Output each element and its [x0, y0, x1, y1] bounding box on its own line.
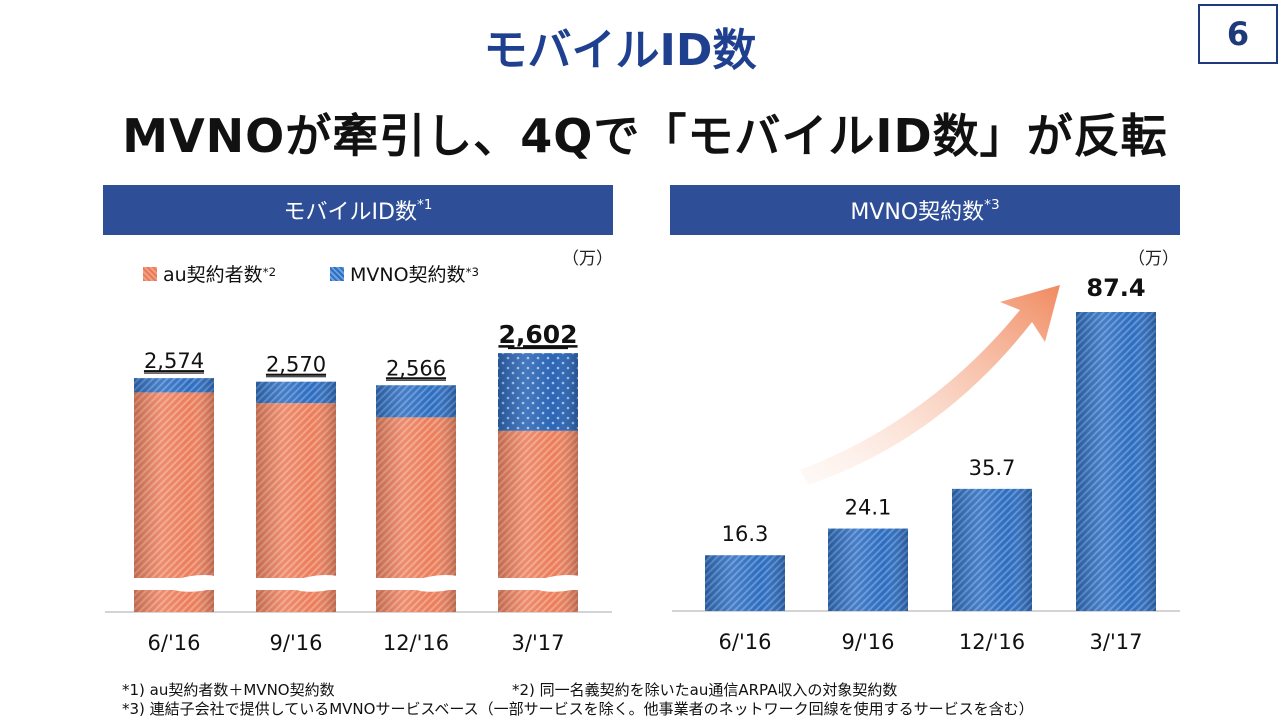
left-panel-heading-text: モバイルID数: [283, 200, 417, 225]
footnote-1: *1) au契約者数＋MVNO契約数: [122, 681, 335, 699]
left-panel-heading: モバイルID数 *1: [103, 185, 613, 235]
mvno-count-bar-shade-1216: [952, 488, 1032, 611]
legend-au-swatch: [143, 266, 157, 281]
mvno-bar-shade-317: [498, 353, 578, 431]
au-bar-stub-shade-317: [498, 590, 578, 612]
axis-break-317: [496, 575, 580, 592]
mvno-value-label-317: 87.4: [1086, 274, 1145, 302]
left-category-1216: 12/'16: [383, 631, 449, 655]
right-panel-heading-text: MVNO契約数: [850, 200, 985, 225]
au-bar-shade-317: [498, 430, 578, 578]
mvno-value-label-616: 16.3: [722, 522, 769, 546]
page-number: 6: [1198, 4, 1278, 64]
legend-mvno-label: MVNO契約数*3: [350, 264, 479, 286]
footnote-3: *3) 連結子会社で提供しているMVNOサービスベース（一部サービスを除く。他事…: [122, 700, 1034, 718]
footnote-2: *2) 同一名義契約を除いたau通信ARPA収入の対象契約数: [512, 681, 898, 699]
right-unit-label: （万）: [1128, 249, 1179, 269]
mvno-bar-shade-916: [256, 381, 336, 404]
legend-mvno: MVNO契約数*3: [330, 260, 479, 287]
total-label-616: 2,574: [144, 349, 204, 373]
left-category-916: 9/'16: [270, 631, 323, 655]
legend-au-label: au契約者数*2: [163, 264, 277, 286]
legend-au: au契約者数*2: [143, 260, 276, 287]
axis-break-1216: [374, 575, 458, 592]
au-bar-stub-shade-1216: [376, 590, 456, 612]
axis-break-916: [254, 575, 338, 592]
right-category-916: 9/'16: [842, 630, 895, 654]
right-panel-heading-note: *3: [984, 196, 1000, 213]
right-category-1216: 12/'16: [959, 630, 1025, 654]
mvno-bar-shade-1216: [376, 385, 456, 418]
au-bar-stub-shade-616: [134, 590, 214, 612]
total-label-916: 2,570: [266, 353, 326, 377]
axis-break-616: [132, 575, 216, 592]
mvno-count-bar-shade-317: [1076, 312, 1156, 611]
mvno-bar-shade-616: [134, 378, 214, 393]
au-bar-shade-616: [134, 392, 214, 578]
slide-headline: MVNOが牽引し、4Qで「モバイルID数」が反転: [122, 109, 1168, 163]
total-label-1216: 2,566: [386, 356, 446, 380]
au-bar-stub-shade-916: [256, 590, 336, 612]
left-category-616: 6/'16: [148, 631, 201, 655]
au-bar-shade-1216: [376, 417, 456, 578]
mvno-value-label-916: 24.1: [845, 496, 892, 520]
legend-mvno-swatch: [330, 266, 344, 281]
right-panel-heading: MVNO契約数 *3: [670, 185, 1180, 235]
right-category-616: 6/'16: [719, 630, 772, 654]
growth-trend-arrow: [800, 285, 1060, 485]
mvno-value-label-1216: 35.7: [969, 456, 1016, 480]
mvno-count-bar-shade-616: [705, 555, 785, 611]
right-category-317: 3/'17: [1090, 630, 1143, 654]
left-unit-label: （万）: [562, 249, 613, 269]
total-label-317: 2,602: [498, 320, 577, 349]
slide-title: モバイルID数: [483, 25, 757, 76]
au-bar-shade-916: [256, 403, 336, 578]
left-category-317: 3/'17: [512, 631, 565, 655]
left-panel-heading-note: *1: [416, 196, 433, 213]
mvno-count-bar-shade-916: [828, 528, 908, 611]
